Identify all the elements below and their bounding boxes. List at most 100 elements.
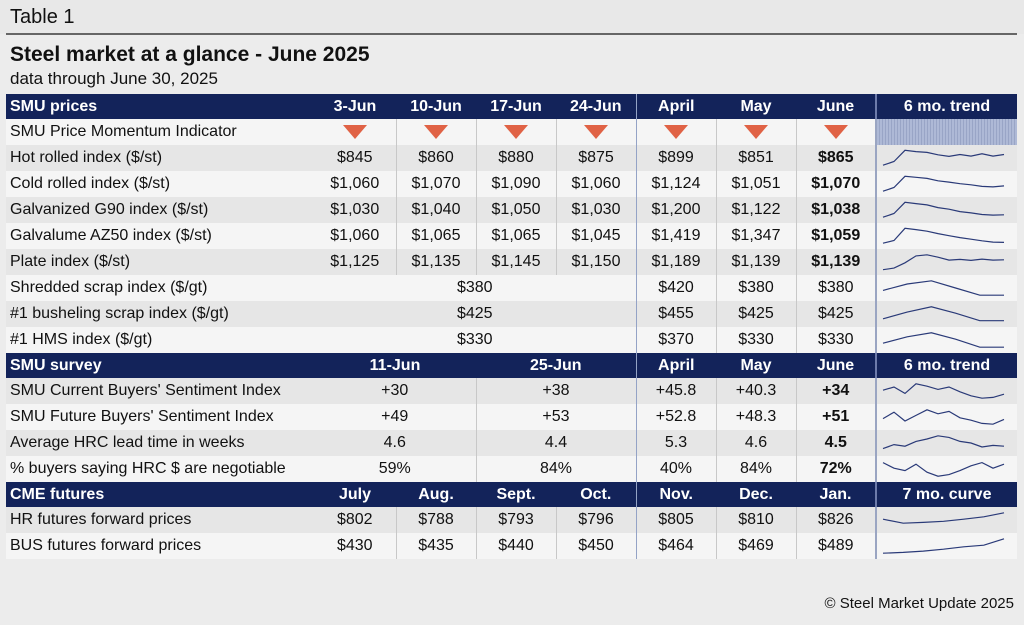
column-header: Dec.	[716, 482, 796, 507]
value-cell: +38	[475, 378, 636, 404]
row-label: Galvanized G90 index ($/st)	[6, 197, 314, 223]
down-arrow-icon	[664, 125, 688, 139]
value-cell: 84%	[475, 456, 636, 482]
price-row: Hot rolled index ($/st) $845 $860 $880 $875 $…	[6, 145, 1017, 171]
value-cell: $1,060	[555, 171, 636, 197]
value-cell: $826	[795, 507, 876, 533]
column-header: April	[635, 353, 716, 378]
price-row: Galvanized G90 index ($/st) $1,030 $1,040 $…	[6, 197, 1017, 223]
value-cell: $1,065	[475, 223, 556, 249]
value-cell: $1,060	[314, 171, 396, 197]
table-label: Table 1	[10, 6, 75, 28]
column-header: June	[796, 94, 876, 119]
column-header: 17-Jun	[476, 94, 556, 119]
value-cell: $899	[635, 145, 716, 171]
survey-header-row: SMU survey 11-Jun 25-Jun April May June 6 mo. …	[6, 353, 1017, 378]
price-row: Plate index ($/st) $1,125 $1,135 $1,145 $1,1…	[6, 249, 1017, 275]
sparkline-path	[882, 280, 1004, 296]
sparkline-path	[882, 512, 1005, 524]
row-label: #1 HMS index ($/gt)	[6, 327, 314, 353]
column-header: 24-Jun	[556, 94, 636, 119]
value-cell: $1,125	[314, 249, 396, 275]
curve-cell	[875, 507, 1017, 533]
sparkline-path	[882, 461, 1005, 477]
trend-sparkline	[882, 461, 1005, 477]
momentum-cell	[715, 119, 796, 145]
sparkline-path	[882, 409, 1005, 425]
value-cell: $1,122	[715, 197, 796, 223]
value-cell: $1,040	[395, 197, 476, 223]
weekly-value-cell: $380	[314, 275, 636, 301]
value-cell: $1,150	[555, 249, 636, 275]
momentum-cell	[555, 119, 636, 145]
scrap-row: Shredded scrap index ($/gt) $380 $420 $380 $…	[6, 275, 1017, 301]
futures-header-row: CME futures July Aug. Sept. Oct. Nov. Dec. Jan.…	[6, 482, 1017, 507]
column-header: July	[314, 482, 396, 507]
value-cell: $330	[795, 327, 876, 353]
trend-cell	[875, 327, 1017, 353]
trend-cell	[875, 404, 1017, 430]
value-cell: $435	[395, 533, 476, 559]
column-header: 7 mo. curve	[875, 482, 1017, 507]
column-header: 11-Jun	[314, 353, 476, 378]
momentum-cell	[795, 119, 876, 145]
value-cell: +52.8	[635, 404, 716, 430]
row-label: % buyers saying HRC $ are negotiable	[6, 456, 314, 482]
value-cell: +53	[475, 404, 636, 430]
sparkline-path	[882, 306, 1004, 322]
trend-cell	[875, 430, 1017, 456]
value-cell: $802	[314, 507, 396, 533]
value-cell: $370	[635, 327, 716, 353]
down-arrow-icon	[342, 125, 367, 139]
value-cell: $1,065	[395, 223, 476, 249]
value-cell: 4.5	[795, 430, 876, 456]
prices-header-row: SMU prices 3-Jun 10-Jun 17-Jun 24-Jun April Ma…	[6, 94, 1017, 119]
value-cell: $464	[635, 533, 716, 559]
value-cell: $1,060	[314, 223, 396, 249]
trend-sparkline	[882, 409, 1005, 425]
row-label: BUS futures forward prices	[6, 533, 314, 559]
value-cell: $793	[475, 507, 556, 533]
value-cell: $1,200	[635, 197, 716, 223]
trend-sparkline	[882, 254, 1005, 271]
value-cell: +45.8	[635, 378, 716, 404]
trend-sparkline	[882, 201, 1005, 218]
sparkline-path	[882, 435, 1005, 450]
value-cell: +30	[314, 378, 476, 404]
trend-cell	[875, 301, 1017, 327]
page-subtitle: data through June 30, 2025	[10, 69, 218, 88]
price-row: Galvalume AZ50 index ($/st) $1,060 $1,065 $…	[6, 223, 1017, 249]
row-label: #1 busheling scrap index ($/gt)	[6, 301, 314, 327]
value-cell: 59%	[314, 456, 476, 482]
down-arrow-icon	[424, 125, 448, 139]
scrap-row: #1 HMS index ($/gt) $330 $370 $330 $330	[6, 327, 1017, 353]
momentum-cell	[314, 119, 396, 145]
value-cell: $1,030	[314, 197, 396, 223]
market-table: SMU prices 3-Jun 10-Jun 17-Jun 24-Jun April Ma…	[6, 94, 1017, 559]
row-label: HR futures forward prices	[6, 507, 314, 533]
section-title: SMU prices	[6, 94, 314, 119]
trend-sparkline	[882, 435, 1005, 450]
momentum-row: SMU Price Momentum Indicator	[6, 119, 1017, 145]
futures-row: BUS futures forward prices $430 $435 $440 $4…	[6, 533, 1017, 559]
trend-sparkline	[882, 149, 1005, 166]
scrap-row: #1 busheling scrap index ($/gt) $425 $455 $…	[6, 301, 1017, 327]
value-cell: $1,070	[395, 171, 476, 197]
value-cell: $1,045	[555, 223, 636, 249]
sparkline-path	[882, 175, 1005, 192]
row-label: SMU Future Buyers' Sentiment Index	[6, 404, 314, 430]
value-cell: $1,189	[635, 249, 716, 275]
column-header: May	[716, 94, 796, 119]
trend-cell	[875, 171, 1017, 197]
value-cell: +40.3	[715, 378, 796, 404]
row-label: Cold rolled index ($/st)	[6, 171, 314, 197]
value-cell: $430	[314, 533, 396, 559]
value-cell: $380	[715, 275, 796, 301]
row-label: Plate index ($/st)	[6, 249, 314, 275]
value-cell: $1,059	[795, 223, 876, 249]
value-cell: $1,347	[715, 223, 796, 249]
sparkline-path	[882, 227, 1005, 244]
row-label: Average HRC lead time in weeks	[6, 430, 314, 456]
trend-sparkline	[882, 175, 1005, 192]
trend-sparkline	[882, 332, 1004, 348]
